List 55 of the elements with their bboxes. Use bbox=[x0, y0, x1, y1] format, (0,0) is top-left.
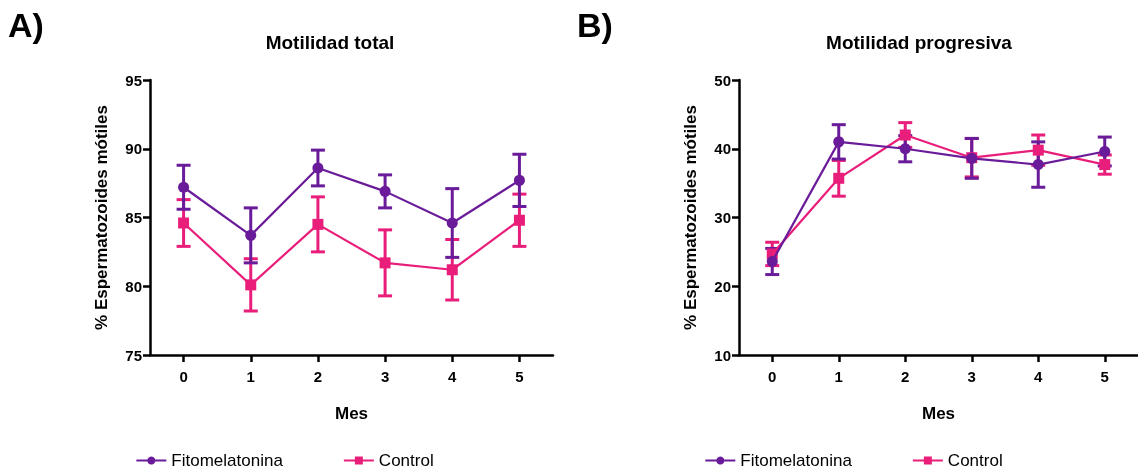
legend-label: Fitomelatonina bbox=[171, 451, 284, 470]
y-tick-label: 10 bbox=[714, 346, 731, 364]
y-tick-label: 85 bbox=[125, 209, 142, 226]
x-tick-label: 3 bbox=[967, 368, 976, 385]
x-tick-label: 4 bbox=[1034, 368, 1044, 385]
y-tick-label: 50 bbox=[714, 71, 731, 89]
text: A) bbox=[8, 6, 44, 44]
x-tick-label: 5 bbox=[1100, 368, 1109, 385]
point bbox=[833, 172, 845, 184]
point bbox=[899, 143, 911, 155]
x-axis-title: Mes bbox=[921, 404, 956, 423]
point bbox=[1032, 159, 1044, 171]
x-tick-label: 1 bbox=[246, 368, 255, 385]
point bbox=[312, 162, 324, 174]
point bbox=[766, 256, 778, 267]
point bbox=[513, 214, 525, 226]
point bbox=[379, 257, 391, 269]
point bbox=[1099, 146, 1111, 157]
x-tick-label: 2 bbox=[901, 368, 910, 385]
point bbox=[1099, 159, 1111, 171]
point bbox=[899, 129, 911, 141]
y-tick-label: 75 bbox=[125, 346, 142, 364]
chart-title: Motilidad progresiva bbox=[826, 32, 1013, 53]
x-tick-label: 0 bbox=[768, 368, 777, 385]
point bbox=[513, 174, 525, 186]
x-axis-title: Mes bbox=[334, 404, 369, 423]
point bbox=[379, 185, 391, 197]
x-tick-label: 4 bbox=[448, 368, 458, 385]
legend-label: Control bbox=[947, 451, 1003, 470]
point bbox=[1032, 144, 1044, 156]
x-tick-label: 3 bbox=[380, 368, 390, 385]
y-axis-title: % Espermatozoides mótiles bbox=[92, 105, 111, 330]
y-axis-title: % Espermatozoides mótiles bbox=[681, 105, 700, 330]
point bbox=[312, 218, 324, 230]
x-tick-label: 1 bbox=[834, 368, 843, 385]
point bbox=[833, 136, 845, 148]
y-tick-label: 95 bbox=[125, 71, 142, 89]
point bbox=[446, 217, 458, 229]
point bbox=[245, 229, 257, 241]
x-tick-label: 0 bbox=[179, 368, 188, 385]
chart-title: Motilidad total bbox=[265, 32, 395, 53]
y-tick-label: 30 bbox=[714, 209, 731, 226]
y-tick-label: 40 bbox=[714, 140, 731, 158]
legend-label: Control bbox=[378, 451, 434, 470]
point bbox=[245, 279, 257, 291]
text: B) bbox=[577, 6, 613, 44]
x-tick-label: 5 bbox=[515, 368, 524, 385]
x-tick-label: 2 bbox=[313, 368, 323, 385]
y-tick-label: 90 bbox=[125, 140, 142, 158]
legend-label: Fitomelatonina bbox=[740, 451, 853, 470]
y-tick-label: 80 bbox=[125, 277, 142, 295]
point bbox=[446, 264, 458, 276]
point bbox=[178, 217, 190, 229]
y-tick-label: 20 bbox=[714, 277, 731, 295]
point bbox=[178, 181, 190, 193]
